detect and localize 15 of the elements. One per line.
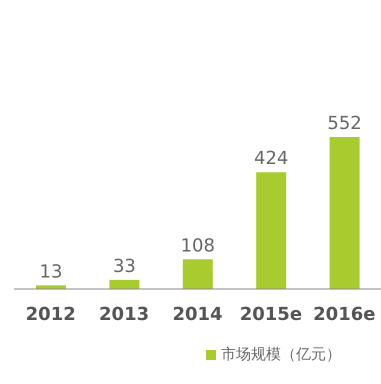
x-tick-label: 2015e — [240, 304, 302, 325]
legend-label: 市场规模（亿元） — [220, 345, 341, 364]
bar — [109, 280, 140, 289]
x-tick-label: 2013 — [99, 304, 150, 325]
x-tick-label: 2012 — [26, 304, 76, 325]
data-label: 13 — [40, 261, 62, 282]
bar — [330, 137, 360, 289]
data-label: 108 — [180, 235, 215, 256]
bar — [256, 172, 286, 289]
data-label: 424 — [254, 148, 288, 170]
x-tick-label: 2014 — [172, 304, 223, 325]
bar — [182, 259, 213, 289]
data-label: 552 — [327, 113, 362, 134]
x-tick-label: 2016e — [313, 304, 376, 325]
data-label: 33 — [112, 256, 136, 277]
